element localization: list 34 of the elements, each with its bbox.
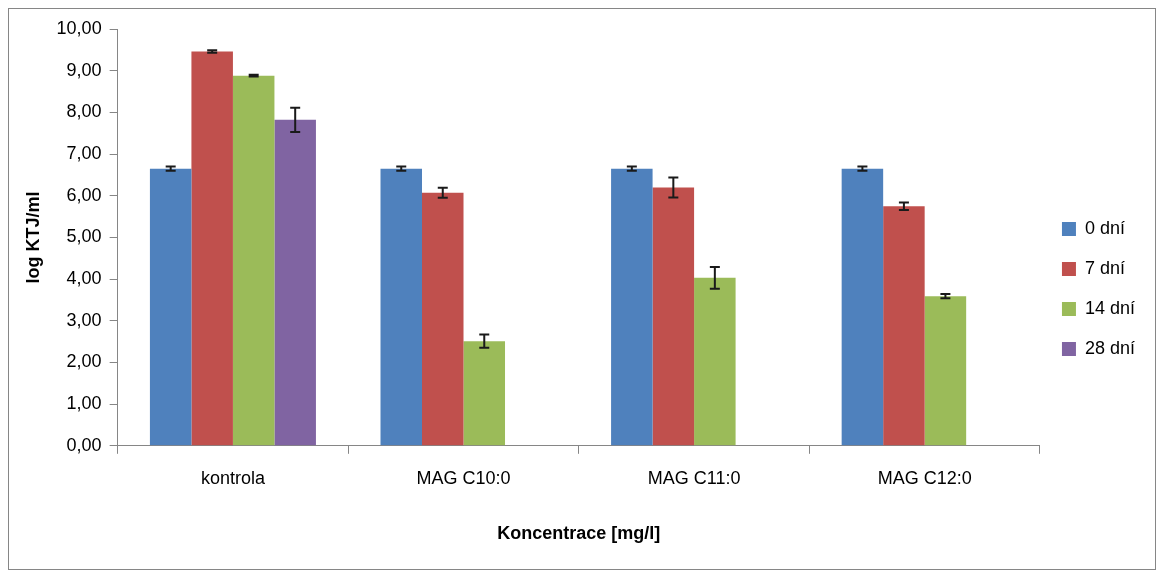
bar: [463, 341, 506, 446]
y-tick-label: 1,00: [66, 393, 102, 414]
y-tick-label: 9,00: [66, 59, 102, 80]
bar: [841, 168, 884, 446]
y-tick-label: 5,00: [66, 226, 102, 247]
bar: [149, 168, 192, 446]
legend-label: 7 dní: [1084, 257, 1125, 278]
x-tick-label: MAG C11:0: [647, 467, 741, 488]
bar: [274, 119, 316, 446]
legend-label: 14 dní: [1084, 297, 1135, 318]
y-tick-label: 8,00: [66, 101, 102, 122]
bar: [232, 75, 275, 446]
bar: [611, 168, 653, 446]
bar: [380, 168, 423, 446]
y-tick-label: 10,00: [56, 17, 102, 38]
y-tick-label: 4,00: [66, 268, 102, 289]
bar: [191, 51, 233, 446]
x-tick-label: kontrola: [200, 467, 266, 488]
y-tick-label: 7,00: [66, 143, 102, 164]
x-axis-title: Koncentrace [mg/l]: [497, 523, 661, 544]
bar: [422, 192, 464, 446]
y-tick-label: 2,00: [66, 351, 102, 372]
bar: [924, 296, 967, 446]
bar: [652, 187, 695, 446]
legend-label: 28 dní: [1084, 337, 1135, 358]
bar: [883, 206, 925, 446]
x-tick-label: MAG C12:0: [877, 467, 972, 488]
x-tick-label: MAG C10:0: [416, 467, 511, 488]
y-axis-title: log KTJ/ml: [22, 191, 43, 284]
y-tick-label: 6,00: [66, 184, 102, 205]
y-tick-label: 0,00: [66, 434, 102, 455]
bar: [694, 277, 736, 446]
y-tick-label: 3,00: [66, 309, 102, 330]
legend-label: 0 dní: [1084, 217, 1125, 238]
